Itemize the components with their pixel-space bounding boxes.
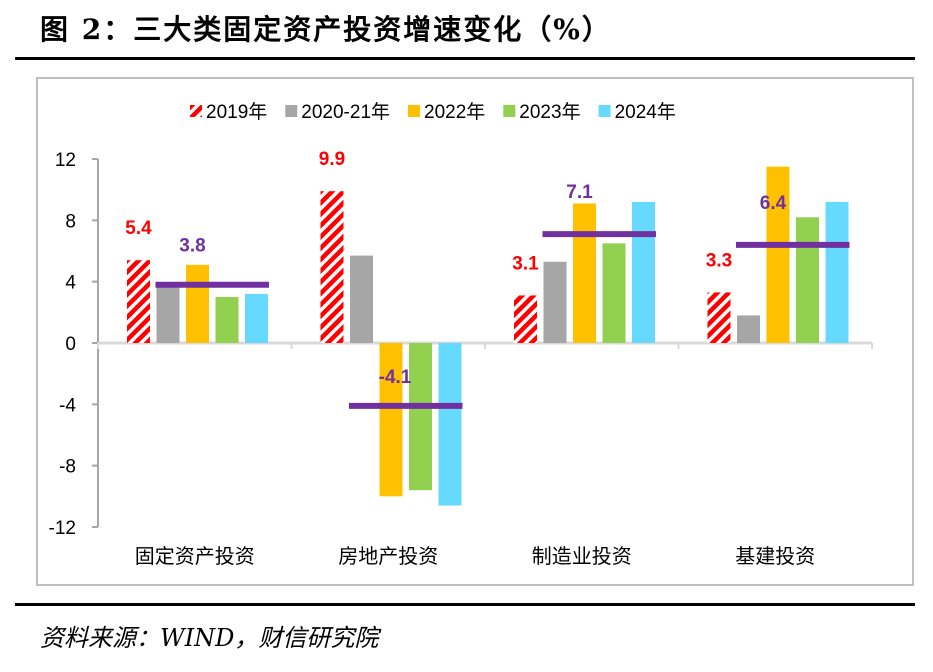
- x-category-label: 固定资产投资: [135, 545, 255, 568]
- x-category-label: 制造业投资: [532, 545, 632, 568]
- legend-swatch: [503, 105, 516, 117]
- legend-swatch: [408, 105, 421, 117]
- bar-2024年: [438, 343, 462, 506]
- source-rule: [15, 603, 915, 606]
- source-note: 资料来源：WIND，财信研究院: [40, 624, 379, 652]
- x-category-label: 基建投资: [735, 545, 815, 568]
- bar-2023年: [602, 243, 626, 343]
- bar-2019年: [707, 292, 731, 343]
- bar-2023年: [796, 217, 819, 343]
- data-label-2019: 3.1: [512, 253, 539, 274]
- x-category-label: 房地产投资: [338, 545, 438, 568]
- bar-2020-21年: [543, 261, 567, 343]
- bar-2019年: [514, 295, 537, 343]
- y-tick-label: -4: [59, 395, 76, 416]
- bar-2020-21年: [156, 284, 180, 343]
- y-tick-label: -8: [59, 457, 76, 478]
- legend-label: 2023年: [519, 101, 580, 123]
- data-label-average: 7.1: [566, 182, 593, 203]
- bar-2022年: [573, 203, 596, 343]
- bar-2024年: [825, 201, 849, 343]
- y-tick-label: -12: [49, 518, 76, 539]
- bar-2020-21年: [737, 315, 760, 343]
- bar-2022年: [766, 166, 790, 343]
- bar-2019年: [127, 260, 150, 343]
- legend-label: 2020-21年: [301, 101, 390, 123]
- legend-label: 2024年: [615, 101, 676, 123]
- y-tick-label: 0: [65, 334, 76, 355]
- y-tick-label: 12: [55, 150, 76, 171]
- y-tick-label: 8: [65, 211, 76, 232]
- data-label-average: -4.1: [379, 367, 412, 388]
- data-label-2019: 3.3: [706, 250, 732, 271]
- figure-title: 图 2：三大类固定资产投资增速变化（%）: [40, 13, 612, 46]
- legend-swatch: [190, 105, 202, 117]
- chart-frame: [36, 77, 914, 586]
- bar-2020-21年: [350, 255, 373, 343]
- legend-label: 2019年: [206, 101, 267, 123]
- bar-2023年: [215, 297, 239, 343]
- data-label-2019: 9.9: [319, 149, 345, 170]
- bar-2019年: [320, 191, 344, 343]
- y-tick-label: 4: [65, 273, 76, 294]
- data-label-2019: 5.4: [125, 218, 152, 239]
- bar-2024年: [632, 201, 655, 343]
- data-label-average: 3.8: [179, 236, 205, 257]
- legend-swatch: [598, 105, 611, 117]
- legend-label: 2022年: [424, 101, 485, 123]
- title-rule: [15, 57, 915, 60]
- bar-2024年: [245, 293, 268, 343]
- bar-2022年: [379, 343, 403, 497]
- legend-swatch: [285, 105, 298, 117]
- bar-2023年: [409, 343, 432, 491]
- bar-2022年: [186, 264, 209, 343]
- data-label-average: 6.4: [760, 193, 787, 214]
